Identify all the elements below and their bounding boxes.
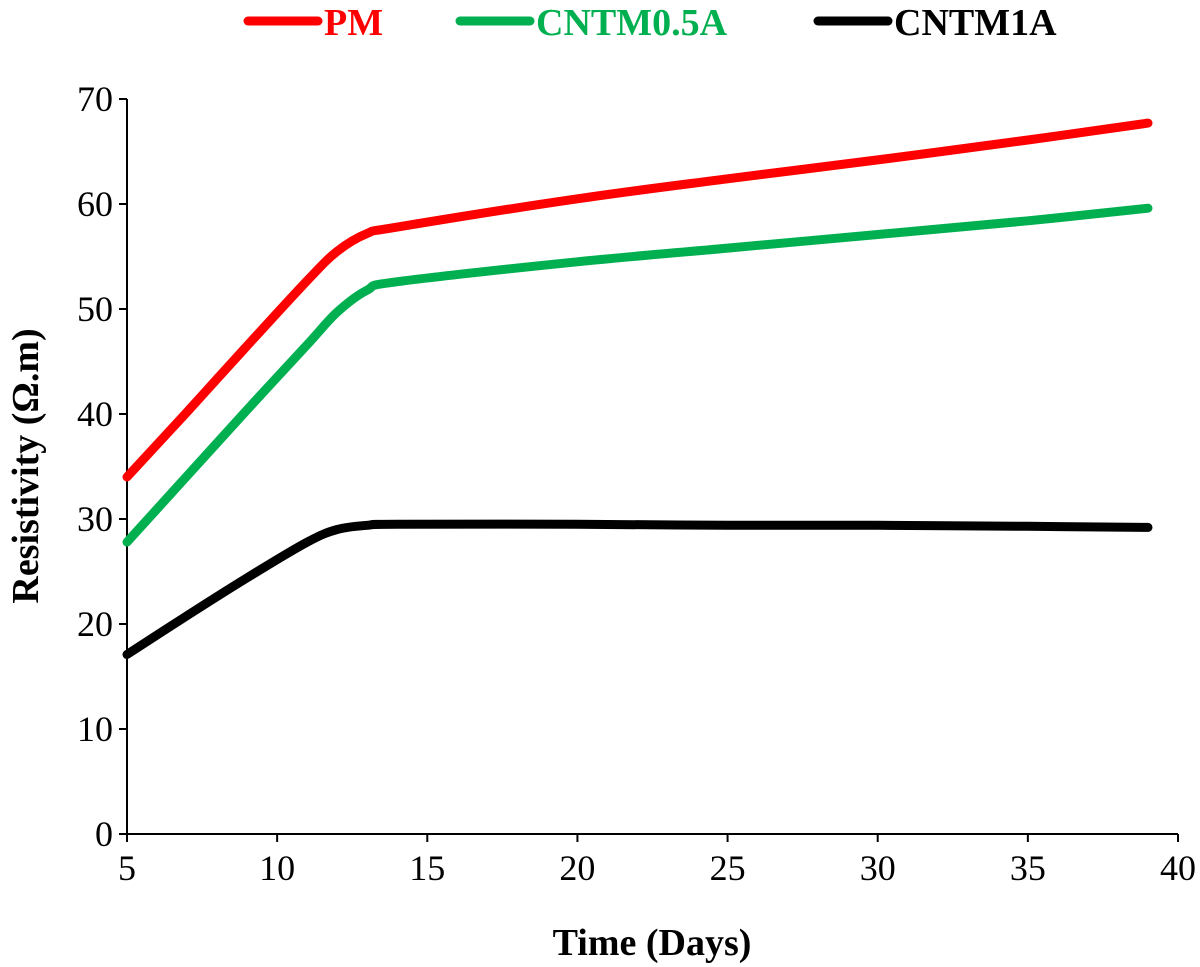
x-tick-label: 20	[559, 848, 595, 888]
y-tick-label: 30	[77, 499, 113, 539]
chart-axes	[126, 99, 1178, 835]
x-tick-label: 30	[860, 848, 896, 888]
x-tick-label: 25	[710, 848, 746, 888]
y-axis-title: Resistivity (Ω.m)	[5, 328, 47, 603]
series-line-pm	[122, 118, 1153, 482]
x-tick-label: 15	[409, 848, 445, 888]
x-tick-label: 40	[1160, 848, 1196, 888]
y-tick-label: 70	[77, 79, 113, 119]
x-tick-label: 35	[1010, 848, 1046, 888]
legend: PM CNTM0.5A CNTM1A	[243, 2, 1057, 44]
x-tick-label: 5	[118, 848, 136, 888]
legend-label-cntm0-5a: CNTM0.5A	[536, 2, 728, 44]
x-tick-label: 10	[259, 848, 295, 888]
series-line-cntm0-5a	[122, 203, 1153, 547]
y-tick-label: 60	[77, 184, 113, 224]
legend-label-cntm1a: CNTM1A	[894, 2, 1057, 44]
y-tick-label: 20	[77, 604, 113, 644]
y-tick-label: 40	[77, 394, 113, 434]
y-tick-label: 50	[77, 289, 113, 329]
y-axis-ticks: 0 10 20 30 40 50 60 70	[77, 79, 127, 854]
legend-label-pm: PM	[324, 2, 383, 44]
x-axis-title: Time (Days)	[553, 922, 752, 964]
x-axis-ticks: 5 10 15 20 25 30 35 40	[118, 834, 1196, 888]
y-tick-label: 0	[95, 814, 113, 854]
series-lines	[122, 118, 1153, 659]
y-tick-label: 10	[77, 709, 113, 749]
series-line-cntm1a	[122, 519, 1153, 659]
